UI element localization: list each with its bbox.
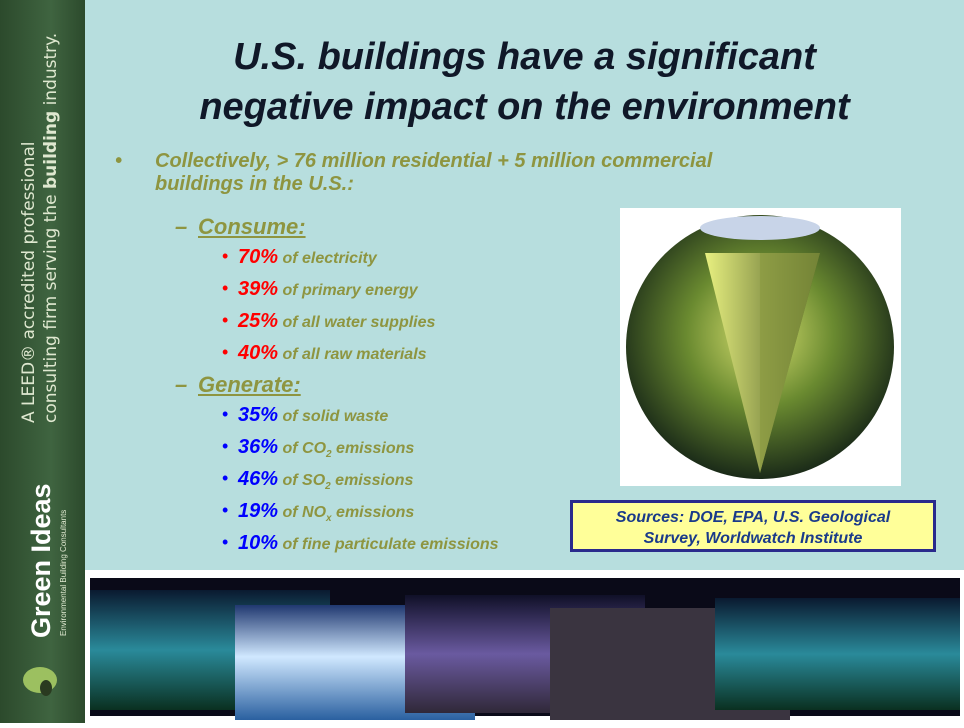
item-text: of all raw materials: [282, 346, 427, 363]
bullet: •: [222, 404, 229, 424]
list-item: 40% of all raw materials: [238, 342, 427, 365]
subscript: 2: [325, 481, 331, 493]
brand: Green Ideas: [26, 483, 56, 638]
banner-images: [90, 578, 960, 720]
percent: 35%: [238, 404, 279, 426]
percent: 46%: [238, 468, 279, 490]
sidebar: A LEED® accredited professional consulti…: [0, 0, 85, 723]
item-text: of CO: [282, 440, 327, 457]
bullet: •: [222, 500, 229, 520]
intro-line: Collectively, > 76 million residential +…: [155, 150, 713, 172]
item-text: emissions: [331, 504, 415, 521]
list-item: 10% of fine particulate emissions: [238, 532, 499, 555]
percent: 19%: [238, 500, 279, 522]
list-item: 70% of electricity: [238, 246, 377, 269]
item-text: of electricity: [282, 250, 377, 267]
bullet: •: [222, 436, 229, 456]
list-item: 19% of NOx emissions: [238, 500, 414, 524]
intro: Collectively, > 76 million residential +…: [155, 150, 712, 196]
item-text: of SO: [282, 472, 326, 489]
item-text: of primary energy: [282, 282, 418, 299]
bullet: •: [222, 468, 229, 488]
subscript: 2: [326, 449, 332, 461]
percent: 25%: [238, 310, 279, 332]
list-item: 39% of primary energy: [238, 278, 418, 301]
photo: [620, 208, 901, 486]
list-item: 36% of CO2 emissions: [238, 436, 414, 460]
list-item: 46% of SO2 emissions: [238, 468, 413, 492]
title: U.S. buildings have a significant: [233, 36, 816, 78]
item-text: emissions: [331, 440, 415, 457]
percent: 39%: [238, 278, 279, 300]
bullet: •: [222, 532, 229, 552]
bullet: •: [222, 246, 229, 266]
percent: 36%: [238, 436, 279, 458]
dash: –: [175, 372, 188, 397]
item-text: of fine particulate emissions: [282, 536, 499, 553]
percent: 70%: [238, 246, 279, 268]
percent: 10%: [238, 532, 279, 554]
item-text: of all water supplies: [282, 314, 436, 331]
list-item: 35% of solid waste: [238, 404, 388, 427]
item-text: of NO: [282, 504, 327, 521]
item-text: emissions: [330, 472, 414, 489]
sources-line: Sources: DOE, EPA, U.S. Geological: [615, 509, 891, 526]
tagline: consulting firm serving the building ind…: [41, 33, 61, 423]
brand-sub: Environmental Building Consultants: [59, 510, 68, 636]
bullet: •: [222, 310, 229, 330]
sources-box: Sources: DOE, EPA, U.S. Geological Surve…: [570, 500, 936, 552]
title: negative impact on the environment: [199, 86, 850, 128]
subscript: x: [326, 513, 332, 525]
list-item: 25% of all water supplies: [238, 310, 435, 333]
logo: [40, 680, 52, 696]
tagline: A LEED® accredited professional: [19, 141, 39, 423]
percent: 40%: [238, 342, 279, 364]
group-heading: Generate:: [198, 372, 301, 397]
group-heading: Consume:: [198, 214, 306, 239]
item-text: of solid waste: [282, 408, 389, 425]
bullet: •: [222, 278, 229, 298]
intro-line: buildings in the U.S.:: [155, 173, 354, 195]
sources-line: Survey, Worldwatch Institute: [643, 530, 863, 547]
bullet: •: [222, 342, 229, 362]
dash: –: [175, 214, 188, 239]
sidebar-art: A LEED® accredited professional consulti…: [19, 33, 68, 696]
bullet: •: [115, 150, 123, 172]
